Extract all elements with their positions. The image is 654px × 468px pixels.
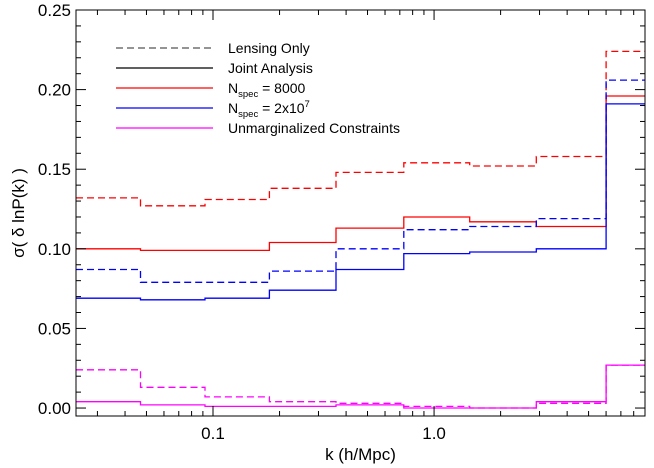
legend-label: Unmarginalized Constraints — [228, 120, 400, 136]
series-layer — [76, 50, 645, 409]
series-line-dashed-0 — [76, 50, 645, 207]
y-tick-label: 0.05 — [38, 319, 71, 338]
series-line-dashed-2 — [76, 79, 645, 283]
legend-label: Lensing Only — [228, 40, 310, 56]
ticks-layer: 0.00 0.05 0.10 0.15 0.20 0.25 0.1 1.0 — [38, 1, 645, 443]
y-axis-label: σ( δ lnP(k) ) — [9, 168, 28, 258]
legend: Lensing Only Joint Analysis Nspec = 8000Ns… — [116, 40, 400, 136]
legend-label: Joint Analysis — [228, 60, 313, 76]
series-line-solid-3 — [76, 103, 645, 301]
y-tick-label: 0.25 — [38, 1, 71, 20]
x-tick-label: 0.1 — [201, 424, 225, 443]
legend-label: Nspec = 2x107 — [228, 99, 310, 120]
series-line-solid-5 — [76, 364, 645, 409]
y-tick-label: 0.15 — [38, 160, 71, 179]
x-tick-label: 1.0 — [422, 424, 446, 443]
series-line-dashed-4 — [76, 364, 645, 409]
x-axis-label: k (h/Mpc) — [325, 445, 396, 464]
y-tick-label: 0.10 — [38, 240, 71, 259]
legend-label: Nspec = 8000 — [228, 80, 306, 100]
y-tick-label: 0.00 — [38, 399, 71, 418]
series-line-solid-1 — [76, 95, 645, 252]
y-tick-label: 0.20 — [38, 81, 71, 100]
plot-frame — [75, 9, 646, 417]
